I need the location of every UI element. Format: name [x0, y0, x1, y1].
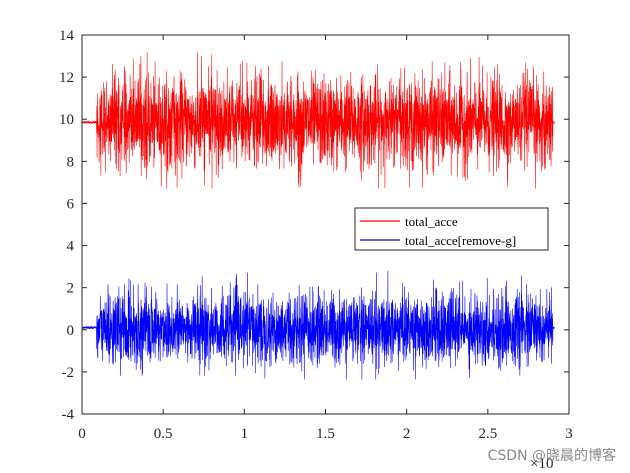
ticks-layer: 0 0.5 1 1.5 2 2.5 3 -4 -2 0 2 4 6 8 10 12 14 [59, 28, 573, 442]
y-tick-label: 12 [59, 70, 74, 86]
legend-label-remove-g: total_acce[remove-g] [405, 233, 516, 248]
legend-box [354, 207, 549, 251]
series-line-remove-g [81, 270, 555, 380]
x-tick-label: 0 [78, 426, 86, 442]
x-exponent-label: ×10 [530, 456, 553, 472]
legend-label-total-acce: total_acce [405, 214, 458, 229]
legend: total_acce total_acce[remove-g] [354, 207, 549, 251]
y-tick-label: 0 [67, 323, 75, 339]
y-tick-label: 2 [67, 281, 75, 297]
x-tick-label: 1 [241, 426, 249, 442]
x-tick-label: 2 [403, 426, 411, 442]
x-tick-label: 3 [565, 426, 573, 442]
y-tick-label: 14 [59, 28, 75, 44]
series-layer [81, 52, 555, 380]
x-tick-label: 2.5 [478, 426, 497, 442]
y-tick-label: 10 [59, 112, 74, 128]
x-tick-label: 1.5 [316, 426, 335, 442]
x-tick-label: 0.5 [154, 426, 173, 442]
y-tick-label: 8 [67, 154, 75, 170]
watermark: CSDN @晓晨的博客 [487, 448, 616, 464]
y-tick-label: 6 [67, 196, 75, 212]
series-line-total-acce [81, 52, 555, 189]
y-tick-label: -2 [62, 365, 75, 381]
y-tick-label: -4 [62, 407, 75, 423]
y-tick-label: 4 [67, 239, 75, 255]
